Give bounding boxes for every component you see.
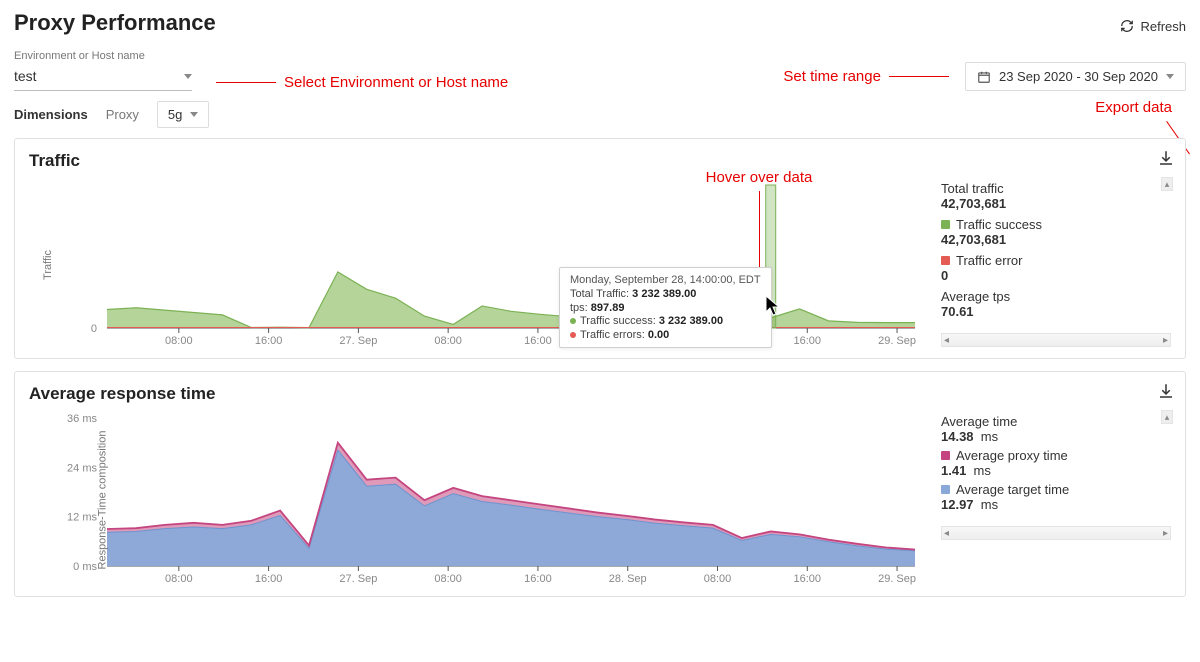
svg-text:12 ms: 12 ms [67,512,97,524]
response-time-ylabel: Response-Time composition [96,431,108,570]
svg-text:08:00: 08:00 [165,573,193,585]
env-label: Environment or Host name [14,50,192,62]
scroll-up-stub[interactable]: ▴ [1161,410,1173,424]
svg-text:08:00: 08:00 [434,335,462,347]
legend-scroll-stub[interactable]: ◂▸ [941,526,1171,540]
svg-text:16:00: 16:00 [255,573,283,585]
svg-text:16:00: 16:00 [794,573,822,585]
export-response-time-button[interactable] [1157,382,1175,403]
dimensions-label: Dimensions [14,107,88,122]
chevron-down-icon [184,74,192,79]
date-range-text: 23 Sep 2020 - 30 Sep 2020 [999,69,1158,84]
svg-text:0: 0 [91,323,97,335]
svg-text:36 ms: 36 ms [67,413,97,425]
date-range-picker[interactable]: 23 Sep 2020 - 30 Sep 2020 [965,62,1186,91]
proxy-label: Proxy [106,107,139,122]
env-select-value: test [14,68,37,84]
legend-scroll-stub[interactable]: ◂▸ [941,333,1171,347]
svg-text:29. Sep: 29. Sep [878,573,916,585]
chart-tooltip: Monday, September 28, 14:00:00, EDT Tota… [559,267,772,348]
response-time-panel: Average response time Response-Time comp… [14,371,1186,597]
refresh-icon [1120,19,1134,33]
traffic-chart[interactable]: Traffic 08000000160000002400000008:0016:… [29,177,923,352]
chevron-down-icon [1166,74,1174,79]
traffic-panel: Traffic Traffic 080000001600000024000000… [14,138,1186,359]
svg-text:28. Sep: 28. Sep [609,573,647,585]
svg-text:24 ms: 24 ms [67,462,97,474]
response-time-legend: ▴ Average time 14.38 ms Average proxy ti… [933,410,1171,590]
svg-text:16:00: 16:00 [255,335,283,347]
response-time-chart[interactable]: Response-Time composition 0 ms 12 ms 24 ms… [29,410,923,590]
svg-text:27. Sep: 27. Sep [339,335,377,347]
traffic-legend: ▴ Total traffic 42,703,681 Traffic succe… [933,177,1171,352]
calendar-icon [977,70,991,84]
download-icon [1157,382,1175,400]
chevron-down-icon [190,112,198,117]
svg-text:0 ms: 0 ms [73,561,97,573]
refresh-button[interactable]: Refresh [1120,19,1186,34]
svg-text:08:00: 08:00 [434,573,462,585]
svg-text:16:00: 16:00 [794,335,822,347]
refresh-label: Refresh [1140,19,1186,34]
svg-text:16:00: 16:00 [524,573,552,585]
scroll-up-stub[interactable]: ▴ [1161,177,1173,191]
annotation-hover: Hover over data [689,169,829,186]
download-icon [1157,149,1175,167]
env-select[interactable]: test [14,64,192,91]
traffic-ylabel: Traffic [42,250,54,280]
svg-text:16:00: 16:00 [524,335,552,347]
response-time-title: Average response time [29,384,1171,404]
traffic-panel-title: Traffic [29,151,1171,171]
page-title: Proxy Performance [14,10,216,36]
annotation-export: Export data [1095,99,1172,116]
export-traffic-button[interactable] [1157,149,1175,170]
annotation-select-env: Select Environment or Host name [216,74,508,91]
annotation-set-time: Set time range [783,68,949,85]
svg-text:27. Sep: 27. Sep [339,573,377,585]
proxy-select[interactable]: 5g [157,101,209,128]
svg-text:29. Sep: 29. Sep [878,335,916,347]
svg-text:08:00: 08:00 [704,573,732,585]
svg-text:08:00: 08:00 [165,335,193,347]
proxy-select-value: 5g [168,107,182,122]
